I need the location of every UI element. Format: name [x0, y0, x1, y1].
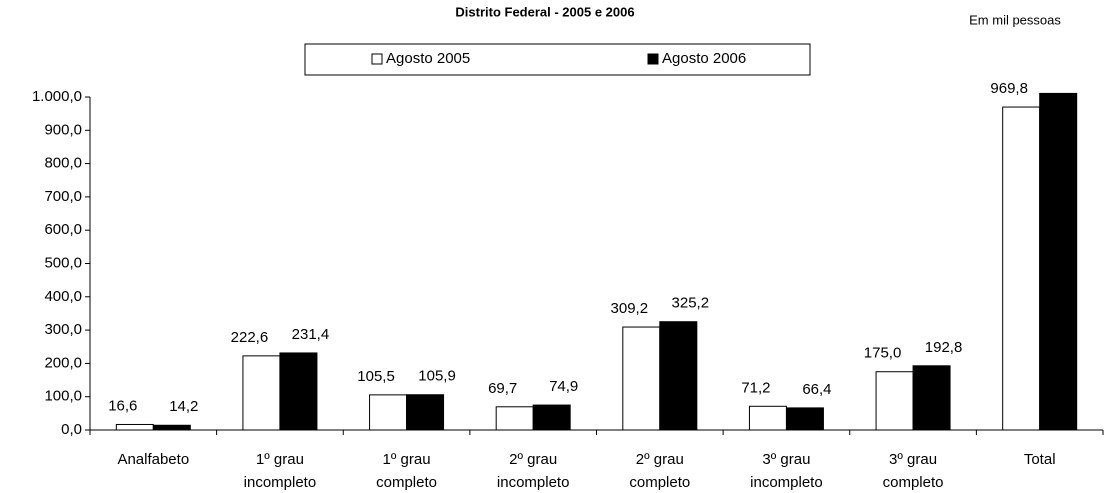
value-label: 969,8	[990, 80, 1028, 97]
bar	[1039, 92, 1078, 431]
value-label: 325,2	[672, 295, 710, 312]
value-label: 175,0	[864, 345, 902, 362]
value-label: 14,2	[169, 398, 198, 415]
value-label: 222,6	[231, 329, 269, 346]
y-tick-label: 100,0	[44, 388, 82, 405]
bar	[115, 423, 154, 431]
bar	[748, 405, 787, 431]
value-label: 69,7	[488, 380, 517, 397]
bar	[369, 394, 408, 431]
bar	[785, 407, 824, 431]
bar	[659, 321, 698, 431]
bar	[622, 326, 661, 431]
value-label: 74,9	[549, 378, 578, 395]
y-tick-label: 400,0	[44, 288, 82, 305]
bar	[406, 394, 445, 431]
value-label: 66,4	[802, 381, 831, 398]
x-tick-label: 3º grau	[889, 451, 937, 468]
chart-subtitle: Em mil pessoas	[969, 12, 1061, 27]
x-tick-label: completo	[376, 474, 437, 491]
bar	[152, 424, 191, 431]
x-tick-label: completo	[883, 474, 944, 491]
bar	[1002, 106, 1041, 431]
x-tick-label: incompleto	[244, 474, 317, 491]
bar	[495, 406, 534, 431]
chart-title: Distrito Federal - 2005 e 2006	[455, 4, 634, 19]
bar	[912, 365, 951, 431]
value-label: 16,6	[108, 397, 137, 414]
x-tick-label: incompleto	[497, 474, 570, 491]
value-label: 105,9	[418, 368, 456, 385]
y-tick-label: 500,0	[44, 254, 82, 271]
bar	[875, 371, 914, 431]
y-tick-label: 800,0	[44, 155, 82, 172]
legend-swatch	[371, 53, 383, 65]
x-tick-label: 2º grau	[636, 451, 684, 468]
bar	[532, 404, 571, 431]
x-tick-label: 3º grau	[762, 451, 810, 468]
y-tick-label: 600,0	[44, 221, 82, 238]
legend-box	[304, 43, 811, 76]
x-tick-label: Analfabeto	[117, 451, 189, 468]
y-tick-label: 0,0	[61, 421, 82, 438]
value-label: 231,4	[292, 326, 330, 343]
x-tick-label: 1º grau	[256, 451, 304, 468]
bar	[242, 355, 281, 431]
y-tick-label: 900,0	[44, 121, 82, 138]
legend-swatch	[647, 53, 659, 65]
y-tick-label: 300,0	[44, 321, 82, 338]
value-label: 105,5	[357, 368, 395, 385]
x-tick-label: completo	[629, 474, 690, 491]
x-tick-label: incompleto	[750, 474, 823, 491]
legend-label: Agosto 2006	[662, 50, 746, 67]
y-tick-label: 200,0	[44, 354, 82, 371]
x-tick-label: Total	[1024, 451, 1056, 468]
bar	[279, 352, 318, 431]
value-label: 192,8	[925, 339, 963, 356]
legend-label: Agosto 2005	[386, 50, 470, 67]
y-tick-label: 1.000,0	[32, 88, 82, 105]
value-label: 71,2	[741, 379, 770, 396]
x-tick-label: 2º grau	[509, 451, 557, 468]
y-tick-label: 700,0	[44, 188, 82, 205]
value-label: 309,2	[611, 300, 649, 317]
x-tick-label: 1º grau	[383, 451, 431, 468]
